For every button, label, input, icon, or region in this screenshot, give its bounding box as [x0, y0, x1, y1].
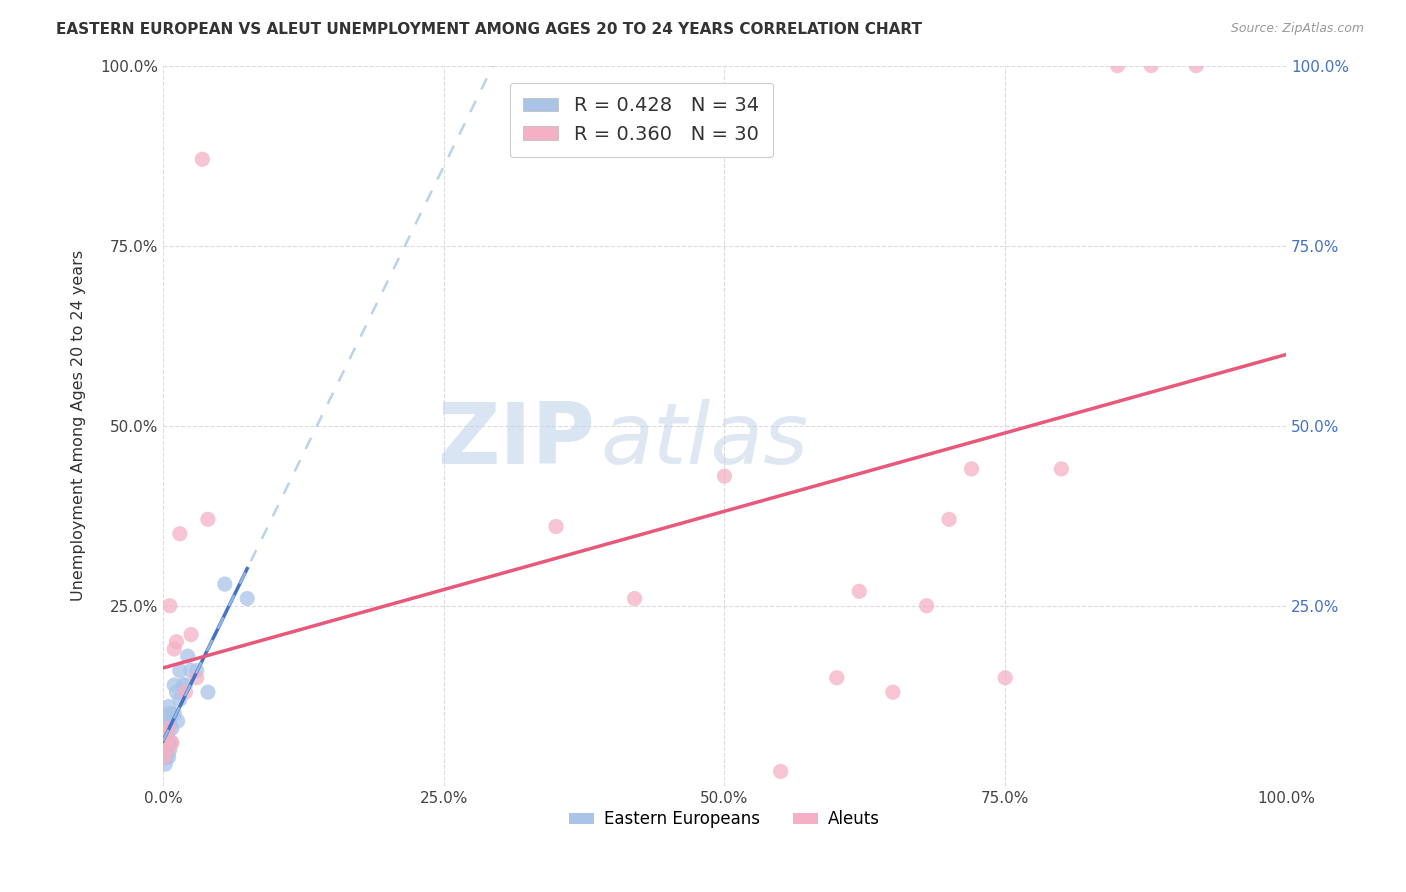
Point — [1140, 59, 1163, 73]
Point — [186, 671, 208, 685]
Point — [180, 664, 202, 678]
Point — [197, 512, 219, 526]
Point — [157, 735, 180, 749]
Text: EASTERN EUROPEAN VS ALEUT UNEMPLOYMENT AMONG AGES 20 TO 24 YEARS CORRELATION CHA: EASTERN EUROPEAN VS ALEUT UNEMPLOYMENT A… — [56, 22, 922, 37]
Point — [157, 721, 180, 735]
Point — [156, 743, 179, 757]
Point — [174, 685, 197, 699]
Point — [915, 599, 938, 613]
Point — [166, 714, 188, 728]
Point — [197, 685, 219, 699]
Point — [163, 706, 186, 721]
Point — [169, 664, 191, 678]
Point — [155, 714, 177, 728]
Point — [848, 584, 870, 599]
Point — [180, 627, 202, 641]
Text: atlas: atlas — [600, 399, 808, 482]
Point — [157, 699, 180, 714]
Point — [155, 735, 177, 749]
Point — [825, 671, 848, 685]
Point — [155, 757, 177, 772]
Point — [960, 462, 983, 476]
Point — [166, 634, 188, 648]
Point — [169, 692, 191, 706]
Point — [159, 599, 181, 613]
Point — [994, 671, 1017, 685]
Point — [172, 678, 194, 692]
Point — [153, 750, 176, 764]
Point — [623, 591, 645, 606]
Point — [544, 519, 567, 533]
Point — [236, 591, 259, 606]
Point — [153, 735, 176, 749]
Point — [157, 721, 180, 735]
Point — [1050, 462, 1073, 476]
Point — [769, 764, 792, 779]
Point — [159, 714, 181, 728]
Point — [153, 750, 176, 764]
Point — [156, 743, 179, 757]
Point — [166, 685, 188, 699]
Point — [176, 649, 198, 664]
Text: ZIP: ZIP — [437, 399, 595, 482]
Point — [169, 526, 191, 541]
Point — [174, 678, 197, 692]
Point — [155, 750, 177, 764]
Legend: Eastern Europeans, Aleuts: Eastern Europeans, Aleuts — [562, 804, 887, 835]
Point — [214, 577, 236, 591]
Point — [160, 721, 183, 735]
Point — [938, 512, 960, 526]
Point — [155, 743, 177, 757]
Point — [155, 735, 177, 749]
Point — [882, 685, 904, 699]
Point — [156, 706, 179, 721]
Point — [191, 153, 214, 167]
Point — [186, 664, 208, 678]
Text: Source: ZipAtlas.com: Source: ZipAtlas.com — [1230, 22, 1364, 36]
Point — [160, 735, 183, 749]
Point — [160, 706, 183, 721]
Point — [713, 469, 735, 483]
Point — [156, 728, 179, 742]
Point — [159, 743, 181, 757]
Point — [160, 735, 183, 749]
Point — [1107, 59, 1129, 73]
Y-axis label: Unemployment Among Ages 20 to 24 years: Unemployment Among Ages 20 to 24 years — [72, 250, 86, 601]
Point — [157, 750, 180, 764]
Point — [155, 721, 177, 735]
Point — [163, 642, 186, 657]
Point — [163, 678, 186, 692]
Point — [155, 728, 177, 742]
Point — [1185, 59, 1208, 73]
